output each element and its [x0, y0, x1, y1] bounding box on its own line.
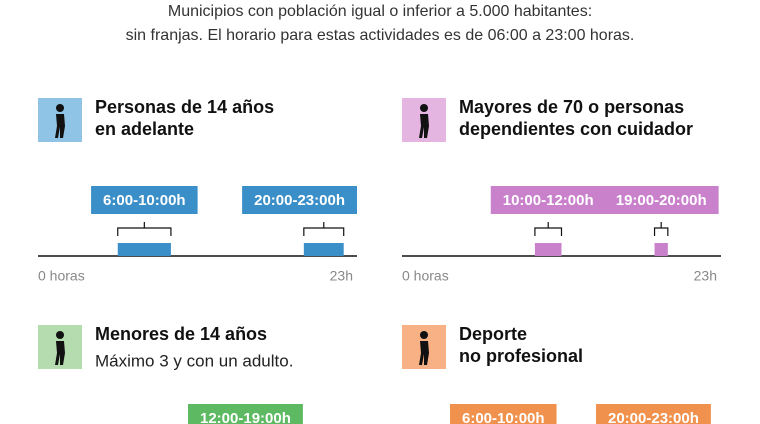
panel-title: Personas de 14 años: [95, 97, 274, 117]
header-line: sin franjas. El horario para estas activ…: [126, 27, 635, 44]
axis-start-label: 0 horas: [38, 268, 85, 284]
panel-title: Mayores de 70 o personas: [459, 97, 684, 117]
label-box: [596, 404, 711, 424]
axis-end-label: 23h: [694, 268, 717, 284]
panel-subtitle: Máximo 3 y con un adulto.: [95, 351, 293, 370]
slot-label: 20:00-23:00h: [608, 410, 699, 424]
bracket: [117, 222, 172, 236]
panel-title: no profesional: [459, 346, 583, 366]
bracket: [653, 222, 669, 236]
header-line: Municipios con población igual o inferio…: [168, 3, 592, 20]
panel-title: dependientes con cuidador: [459, 119, 693, 139]
bracket: [534, 222, 563, 236]
icon-body: [55, 114, 65, 138]
icon-body: [419, 114, 429, 138]
label-box: [188, 404, 303, 424]
label-box: [603, 186, 719, 214]
time-bar: [654, 243, 668, 256]
label-box: [242, 186, 357, 214]
icon-head: [56, 104, 64, 112]
time-slot: 12:00-19:00h: [188, 404, 303, 424]
label-box: [450, 404, 557, 424]
slot-label: 20:00-23:00h: [254, 192, 345, 209]
time-slot: 6:00-10:00h: [91, 186, 198, 256]
slot-label: 6:00-10:00h: [462, 410, 545, 424]
slot-label: 6:00-10:00h: [103, 192, 186, 209]
time-bar: [303, 243, 344, 256]
slot-label: 12:00-19:00h: [200, 410, 291, 424]
slot-label: 19:00-20:00h: [616, 192, 707, 209]
time-slot: 20:00-23:00h: [596, 404, 711, 424]
panel-title: Deporte: [459, 324, 527, 344]
bracket: [303, 222, 345, 236]
time-slot: 6:00-10:00h: [450, 404, 557, 424]
panel-title: Menores de 14 años: [95, 324, 267, 344]
time-bar: [117, 243, 171, 256]
time-bar: [534, 243, 562, 256]
icon-head: [420, 104, 428, 112]
icon-head: [56, 331, 64, 339]
time-slot: 19:00-20:00h: [603, 186, 719, 256]
time-slot: 20:00-23:00h: [242, 186, 357, 256]
panel-title: en adelante: [95, 119, 194, 139]
axis-start-label: 0 horas: [402, 268, 449, 284]
label-box: [490, 186, 606, 214]
slot-label: 10:00-12:00h: [503, 192, 594, 209]
icon-body: [55, 341, 65, 365]
icon-body: [419, 341, 429, 365]
label-box: [91, 186, 198, 214]
icon-head: [420, 331, 428, 339]
axis-end-label: 23h: [330, 268, 353, 284]
time-slot: 10:00-12:00h: [490, 186, 606, 256]
